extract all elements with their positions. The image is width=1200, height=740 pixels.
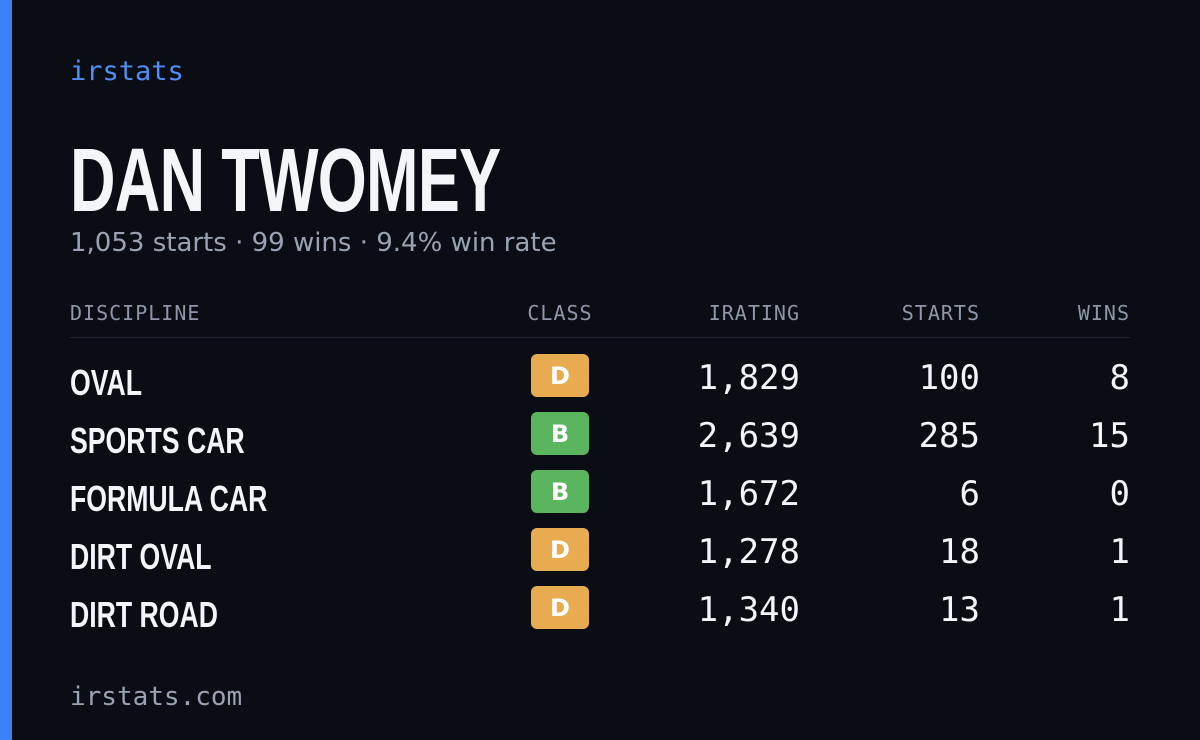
discipline: DIRT ROAD: [70, 594, 218, 635]
column-header: WINS: [1077, 301, 1130, 325]
discipline: DIRT OVAL: [70, 536, 212, 577]
column-header: DISCIPLINE: [70, 301, 201, 325]
class-badge: B: [531, 470, 589, 513]
discipline: OVAL: [70, 362, 143, 403]
wins-value: 8: [1109, 358, 1130, 398]
class-badge: B: [531, 412, 589, 455]
discipline: FORMULA CAR: [70, 478, 268, 519]
footer: irstats.com: [70, 682, 243, 712]
wins-value: 1: [1109, 590, 1130, 630]
starts-value: 18: [939, 532, 980, 572]
driver-name: DAN TWOMEY: [70, 131, 501, 231]
divider: [70, 337, 1130, 338]
wins-value: 1: [1109, 532, 1130, 572]
accent-bar: [0, 0, 12, 740]
column-header: IRATING: [708, 301, 800, 325]
summary: 1,053 starts · 99 wins · 9.4% win rate: [70, 228, 557, 258]
wins-value: 15: [1089, 416, 1130, 456]
irating-value: 1,340: [697, 590, 800, 630]
class-badge: D: [531, 586, 589, 629]
class-badge: D: [531, 354, 589, 397]
starts-value: 13: [939, 590, 980, 630]
starts-value: 6: [959, 474, 980, 514]
irating-value: 1,672: [697, 474, 800, 514]
discipline: SPORTS CAR: [70, 420, 245, 461]
irating-value: 1,829: [697, 358, 800, 398]
class-badge: D: [531, 528, 589, 571]
wins-value: 0: [1109, 474, 1130, 514]
brand: irstats: [70, 56, 184, 87]
starts-value: 100: [918, 358, 980, 398]
irating-value: 2,639: [697, 416, 800, 456]
irating-value: 1,278: [697, 532, 800, 572]
column-header: STARTS: [901, 301, 980, 325]
column-header: CLASS: [527, 301, 593, 325]
starts-value: 285: [918, 416, 980, 456]
